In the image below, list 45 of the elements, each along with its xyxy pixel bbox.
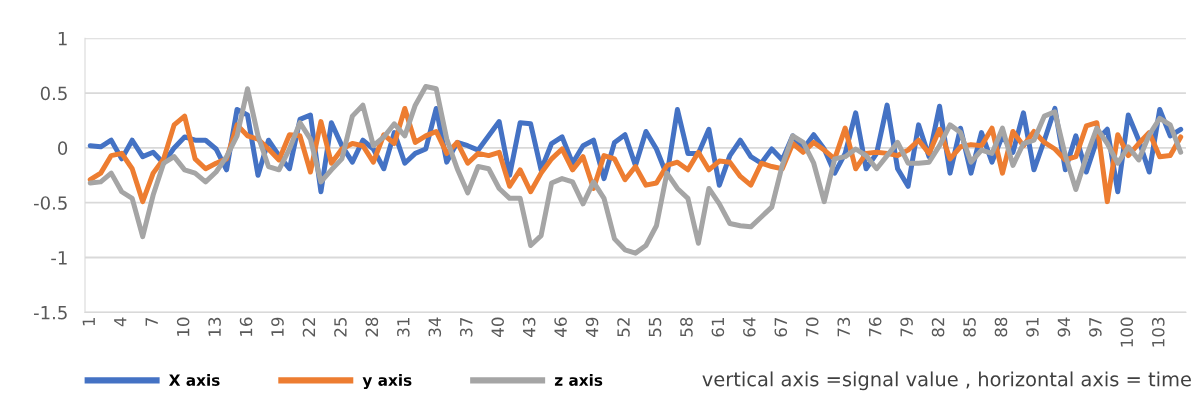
x-tick-label: 37 bbox=[459, 317, 473, 337]
x-tick-label: 64 bbox=[743, 317, 756, 337]
x-tick-label: 61 bbox=[711, 318, 725, 337]
x-tick-label: 97 bbox=[1089, 317, 1102, 337]
x-tick-label: 85 bbox=[963, 317, 976, 337]
legend-label: z axis bbox=[554, 374, 603, 386]
x-tick-label: 13 bbox=[208, 317, 221, 336]
x-tick-label: 73 bbox=[837, 317, 851, 337]
x-tick-label: 49 bbox=[585, 317, 599, 337]
x-tick-label: 16 bbox=[239, 317, 253, 336]
x-tick-label: 58 bbox=[680, 317, 693, 337]
x-tick-label: 70 bbox=[805, 317, 819, 337]
legend-label: y axis bbox=[362, 374, 412, 390]
text: vertical axis =signal value , horizontal axis = time bbox=[702, 371, 1191, 391]
x-tick-label: 1 bbox=[82, 318, 95, 326]
x-tick-label: 25 bbox=[334, 317, 347, 337]
x-tick-label: 91 bbox=[1026, 318, 1039, 337]
legend-label: X axis bbox=[169, 374, 220, 386]
y-tick-label: 1 bbox=[58, 31, 67, 46]
x-tick-label: 52 bbox=[617, 318, 630, 337]
x-tick-label: 28 bbox=[365, 317, 379, 337]
x-tick-label: 88 bbox=[994, 317, 1008, 337]
x-tick-label: 22 bbox=[302, 318, 316, 337]
x-tick-label: 4 bbox=[114, 317, 127, 327]
x-tick-label: 100 bbox=[1120, 317, 1134, 347]
y-tick-label: -1 bbox=[51, 251, 67, 265]
x-tick-label: 34 bbox=[428, 317, 442, 337]
x-tick-label: 19 bbox=[271, 317, 284, 336]
x-tick-label: 55 bbox=[648, 317, 662, 337]
x-tick-label: 40 bbox=[491, 317, 504, 337]
x-tick-label: 94 bbox=[1057, 317, 1071, 337]
x-tick-label: 79 bbox=[900, 317, 913, 337]
y-tick-label: 0.5 bbox=[40, 86, 67, 101]
x-tick-label: 31 bbox=[397, 318, 410, 337]
x-tick-label: 82 bbox=[931, 318, 945, 337]
x-tick-label: 43 bbox=[522, 317, 536, 337]
x-tick-label: 67 bbox=[774, 317, 788, 337]
x-tick-label: 76 bbox=[868, 317, 882, 337]
x-tick-label: 7 bbox=[145, 317, 158, 326]
y-tick-label: -0.5 bbox=[33, 196, 67, 210]
x-tick-label: 10 bbox=[176, 317, 190, 336]
x-tick-label: 103 bbox=[1151, 317, 1165, 347]
y-tick-label: 0 bbox=[58, 141, 68, 156]
y-tick-label: -1.5 bbox=[33, 306, 67, 320]
x-tick-label: 46 bbox=[554, 317, 567, 337]
